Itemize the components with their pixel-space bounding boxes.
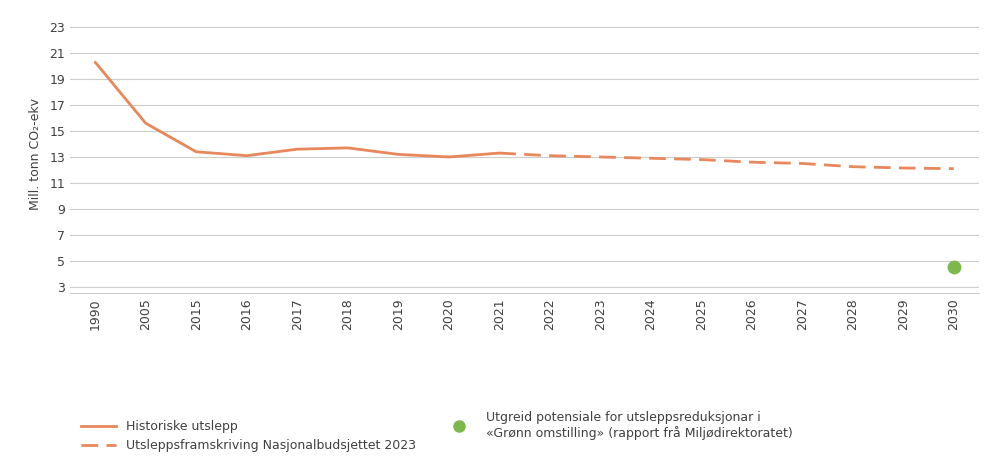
Legend: Historiske utslepp, Utsleppsframskriving Nasjonalbudsjettet 2023, Utgreid potens: Historiske utslepp, Utsleppsframskriving… xyxy=(76,405,798,457)
Y-axis label: Mill. tonn CO₂-ekv: Mill. tonn CO₂-ekv xyxy=(29,98,42,210)
Point xyxy=(946,263,962,271)
